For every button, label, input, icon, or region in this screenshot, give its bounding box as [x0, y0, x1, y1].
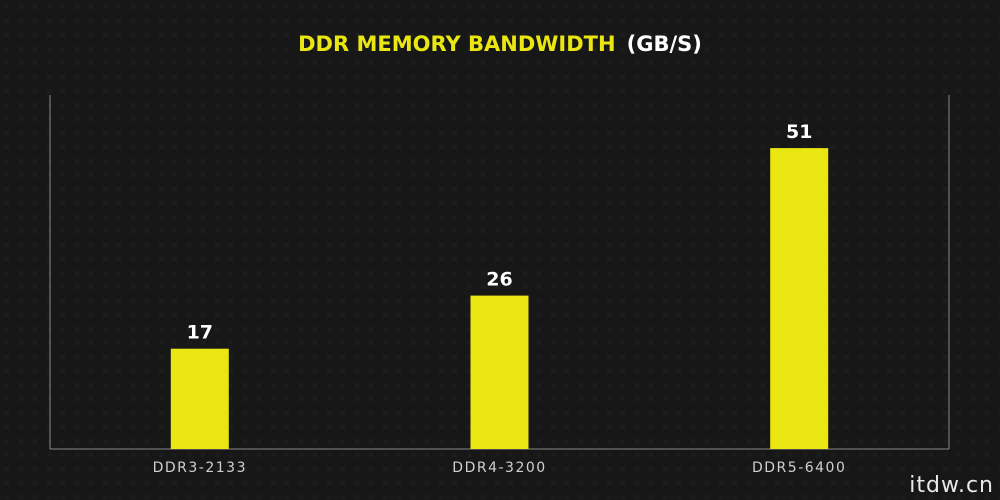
value-label-ddr5-6400: 51	[786, 121, 812, 143]
category-label-ddr5-6400: DDR5-6400	[752, 460, 846, 476]
bar-ddr5-6400	[770, 148, 829, 449]
bar-ddr3-2133	[170, 348, 229, 449]
watermark: itdw.cn	[909, 473, 994, 498]
bars-group: 17 DDR3-2133 26 DDR4-3200 51 DDR5-6400	[153, 121, 846, 476]
chart-title: DDR MEMORY BANDWIDTH (GB/S)	[298, 32, 702, 56]
chart-title-unit: (GB/S)	[627, 32, 702, 56]
bar-ddr4-3200	[470, 295, 529, 449]
value-label-ddr4-3200: 26	[486, 269, 512, 291]
category-label-ddr3-2133: DDR3-2133	[153, 460, 247, 476]
category-label-ddr4-3200: DDR4-3200	[452, 460, 546, 476]
value-label-ddr3-2133: 17	[187, 322, 213, 344]
chart-title-main: DDR MEMORY BANDWIDTH	[298, 32, 615, 56]
